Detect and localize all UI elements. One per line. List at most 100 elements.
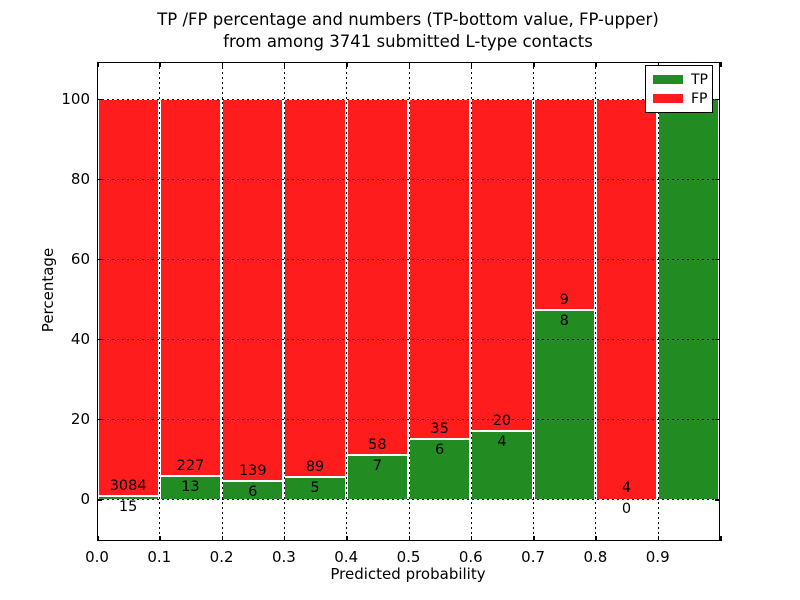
fp-count-label: 9: [559, 291, 569, 308]
tp-count-label: 4: [497, 434, 507, 451]
tp-count-label: 7: [372, 457, 382, 474]
bar-segment-fp: [347, 100, 407, 454]
bar-segment-tp: [534, 310, 594, 499]
x-tick-label: 0.1: [147, 548, 172, 566]
x-tick-label: 0.3: [271, 548, 296, 566]
gridline-h: [97, 178, 720, 180]
y-tick-label: 100: [61, 89, 90, 108]
y-tick-mark: [97, 338, 102, 341]
fp-count-label: 58: [368, 436, 387, 453]
x-tick-mark: [720, 536, 722, 541]
tp-count-label: 8: [559, 312, 569, 329]
y-tick-mark: [715, 338, 720, 341]
x-tick-mark: [97, 62, 99, 67]
x-tick-label: 0.9: [645, 548, 670, 566]
fp-count-label: 4: [621, 480, 632, 496]
legend-swatch-tp: [653, 75, 683, 84]
gridline-v: [657, 62, 659, 541]
legend-row: TP: [653, 71, 708, 88]
x-tick-mark: [346, 62, 348, 67]
legend-row: FP: [653, 90, 708, 107]
y-tick-mark: [715, 98, 720, 100]
x-tick-mark: [595, 62, 597, 67]
x-tick-mark: [533, 62, 535, 67]
y-tick-mark: [715, 178, 720, 181]
x-tick-mark: [283, 62, 286, 67]
x-tick-mark: [657, 62, 660, 67]
legend-label: TP: [691, 71, 708, 88]
x-tick-mark: [159, 62, 161, 67]
gridline-v: [221, 62, 223, 541]
bar-segment-tp: [160, 477, 221, 499]
fp-count-label: 89: [305, 458, 325, 475]
y-tick-mark: [97, 98, 102, 100]
bar-segment-tp: [472, 432, 532, 499]
x-axis-label: Predicted probability: [330, 565, 486, 583]
gridline-h: [97, 98, 720, 100]
legend: TP FP: [645, 65, 713, 113]
bar-segment-tp: [659, 98, 719, 499]
gridline-h: [97, 258, 720, 260]
y-axis-label: Percentage: [39, 247, 57, 333]
gridline-h: [97, 499, 720, 500]
bar-segment-tp: [410, 440, 470, 499]
fp-count-label: 35: [430, 421, 449, 438]
tp-count-label: 0: [621, 501, 632, 517]
y-tick-label: 60: [70, 249, 90, 268]
bar-segment-tp: [223, 482, 283, 499]
gridline-v: [346, 62, 348, 541]
x-tick-mark: [408, 536, 410, 541]
y-tick-mark: [715, 418, 720, 421]
tp-count-label: 13: [181, 479, 200, 496]
x-tick-label: 0.6: [458, 548, 483, 566]
bar-segment-fp: [410, 100, 470, 439]
bar-segment-fp: [285, 100, 345, 476]
y-tick-label: 20: [70, 409, 90, 428]
y-tick-mark: [715, 258, 720, 261]
y-tick-mark: [97, 418, 102, 421]
x-tick-mark: [408, 62, 410, 67]
x-tick-mark: [346, 536, 348, 541]
fp-count-label: 139: [238, 463, 267, 480]
x-tick-label: 0.5: [396, 548, 421, 566]
fp-count-label: 3084: [109, 478, 147, 495]
legend-swatch-fp: [653, 94, 683, 103]
x-tick-label: 0.0: [85, 548, 109, 566]
tp-count-label: 15: [118, 499, 138, 516]
bar-segment-fp: [472, 100, 532, 431]
bar-segment-fp: [534, 100, 594, 309]
y-tick-mark: [715, 499, 720, 501]
bar-segment-fp: [98, 100, 158, 496]
bar-segment-tp: [347, 455, 407, 499]
bar-segment-fp: [596, 100, 657, 499]
bar-segment-tp: [285, 477, 345, 499]
gridline-v: [470, 62, 472, 541]
gridline-h: [97, 418, 720, 420]
x-tick-mark: [283, 536, 286, 541]
tp-count-label: 5: [310, 479, 320, 496]
gridline-h: [97, 338, 720, 340]
x-tick-label: 0.8: [583, 548, 608, 566]
bar-segment-fp: [223, 100, 283, 481]
legend-label: FP: [691, 90, 708, 107]
y-tick-mark: [97, 178, 102, 181]
y-tick-label: 80: [70, 169, 90, 188]
tp-count-label: 6: [435, 442, 445, 459]
gridline-v: [408, 62, 410, 541]
bar-segment-fp: [160, 100, 221, 476]
x-tick-mark: [533, 536, 535, 541]
gridline-v: [595, 62, 597, 541]
chart-subtitle: from among 3741 submitted L-type contact…: [223, 32, 593, 51]
fp-count-label: 227: [176, 458, 205, 475]
x-tick-label: 0.7: [521, 548, 546, 566]
y-tick-label: 0: [80, 490, 90, 508]
x-tick-mark: [221, 62, 224, 67]
y-tick-label: 40: [70, 329, 90, 348]
fp-count-label: 20: [492, 413, 512, 430]
y-tick-mark: [97, 499, 102, 501]
x-tick-mark: [595, 536, 597, 541]
x-tick-mark: [657, 536, 660, 541]
chart-title: TP /FP percentage and numbers (TP-bottom…: [157, 10, 659, 29]
